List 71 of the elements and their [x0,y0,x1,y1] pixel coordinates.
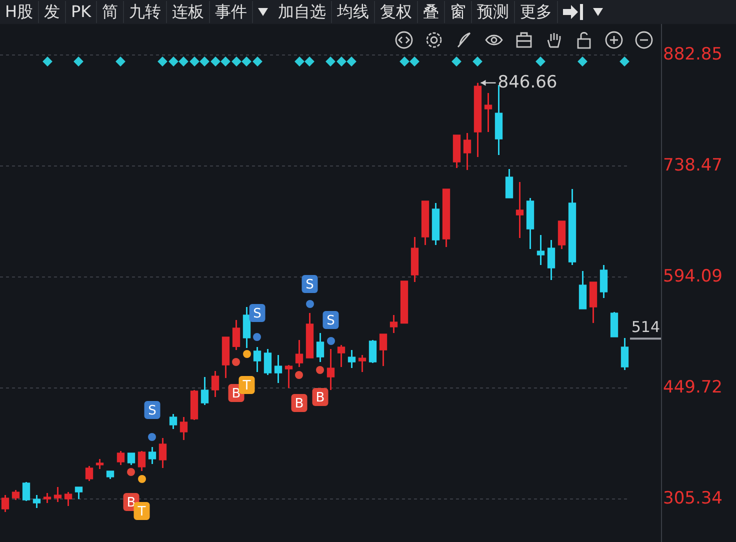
candlestick [295,339,304,368]
y-tick-label: 738.47 [663,155,722,176]
candlestick [158,437,167,469]
candlestick [452,134,461,169]
text: 复权 [375,1,418,23]
candlestick [421,200,430,246]
candlestick [253,346,262,373]
candlestick [547,239,556,281]
candlestick [306,312,314,358]
candlestick [463,132,472,171]
annotation: S [306,277,314,292]
text: 简 [97,1,124,23]
text: 更多 [515,1,558,23]
candlestick [358,354,366,373]
y-tick-label: 594.09 [663,266,722,286]
candlestick [432,202,440,246]
candlestick [442,188,450,248]
annotation: S [253,306,262,322]
candlestick [589,282,598,324]
candlestick [484,92,492,133]
y-tick-label: 449.72 [663,377,722,398]
text: PK [66,1,98,23]
candlestick [200,376,209,406]
candlestick [148,446,156,465]
candlestick [337,344,346,368]
candlestick [211,370,220,398]
candlestick [326,348,335,391]
candlestick [316,332,324,363]
annotation: 846.66 [498,72,558,92]
candlestick [568,188,576,266]
text: 连板 [167,1,210,23]
y-tick-label: 305.34 [663,488,722,508]
text: 发 [39,1,66,23]
text: 预测 [472,1,516,23]
text: 叠 [418,1,446,23]
text: 事件 [210,1,254,23]
candlestick [536,234,545,266]
annotation: S [326,313,335,328]
candlestick [242,306,251,349]
annotation: S [148,403,156,418]
annotation: B [232,386,241,402]
annotation: T [242,378,251,394]
text: 均线 [332,1,376,23]
candlestick [54,486,62,503]
y-tick-label: 882.85 [663,44,722,64]
ref-line-label: 514 [631,318,660,336]
candlestick [74,486,83,500]
candlestick [505,168,514,198]
candlestick [578,270,587,310]
candlestick [274,354,282,384]
annotation: B [316,390,325,406]
candlestick [232,319,240,351]
annotation: B [126,495,136,510]
candlestick [348,349,356,369]
candlestick [516,181,524,239]
candlestick [379,334,388,367]
text: 九转 [124,1,168,23]
candlestick [222,336,230,379]
text: 加自选 [273,1,332,23]
text: H股 [0,1,40,23]
candlestick [390,314,398,334]
candlestick [620,337,629,371]
candlestick [600,264,608,299]
annotation: T [136,504,146,520]
candlestick [284,364,293,389]
candlestick [526,197,534,250]
annotation: B [294,396,304,412]
candlestick [474,82,482,158]
candlestick [410,236,419,283]
candlestick [180,416,188,441]
text: 窗 [445,1,472,23]
